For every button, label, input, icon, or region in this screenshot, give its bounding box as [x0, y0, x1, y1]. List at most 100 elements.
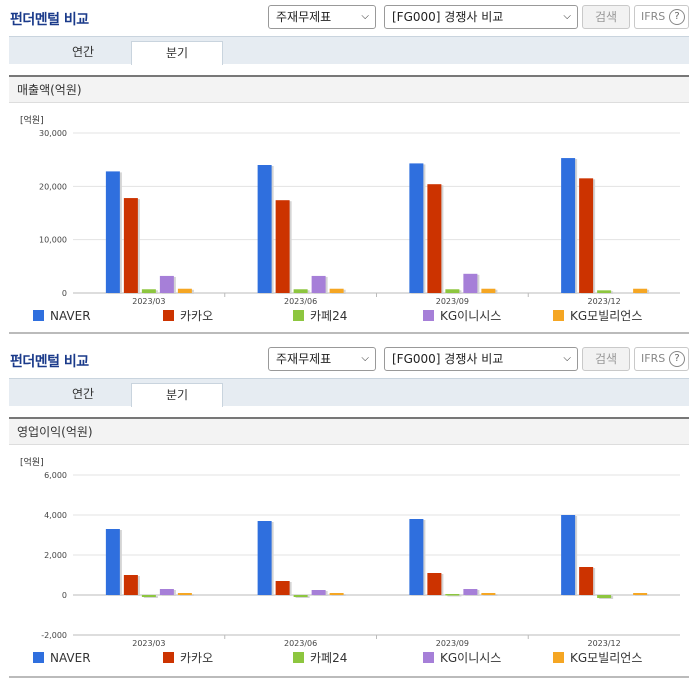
- bar-series-2-2023-03: [141, 289, 156, 293]
- search-button[interactable]: 검색: [582, 5, 630, 29]
- bar-series-1-2023-12: [579, 178, 594, 293]
- unit-label: [억원]: [20, 456, 44, 468]
- legend-swatch: [163, 652, 174, 663]
- bar-series-2-2023-03: [141, 595, 156, 597]
- legend-item[interactable]: KG모빌리언스: [553, 308, 642, 324]
- legend-label: KG이니시스: [440, 651, 502, 665]
- ifrs-help-button[interactable]: IFRS ?: [634, 5, 689, 29]
- bar-series-4-2023-12: [633, 288, 648, 293]
- ifrs-label: IFRS: [641, 352, 666, 365]
- legend-label: KG모빌리언스: [570, 651, 643, 665]
- period-tabs: 연간 분기: [9, 378, 689, 407]
- unit-label: [억원]: [20, 114, 44, 126]
- chevron-down-icon: ⌵: [563, 353, 571, 364]
- bar-series-1-2023-09: [427, 573, 442, 595]
- x-tick-label: 2023/09: [436, 297, 469, 305]
- legend-item[interactable]: NAVER: [33, 308, 91, 324]
- legend-swatch: [423, 652, 434, 663]
- tab-quarterly[interactable]: 분기: [131, 41, 223, 65]
- ifrs-label: IFRS: [641, 10, 666, 23]
- bar-series-2-2023-09: [445, 289, 460, 293]
- bar-series-2-2023-06: [293, 595, 308, 597]
- peer-select[interactable]: [FG000] 경쟁사 비교 ⌵: [384, 5, 578, 29]
- legend-item[interactable]: 카카오: [163, 308, 213, 324]
- section-divider: [9, 676, 689, 678]
- chevron-down-icon: ⌵: [361, 11, 369, 22]
- peer-select-value: [FG000] 경쟁사 비교: [392, 352, 504, 366]
- legend-label: 카페24: [310, 651, 348, 665]
- tab-quarterly[interactable]: 분기: [131, 383, 223, 407]
- legend-item[interactable]: KG모빌리언스: [553, 650, 642, 666]
- bar-series-1-2023-06: [275, 581, 290, 595]
- legend-swatch: [33, 652, 44, 663]
- bar-series-3-2023-09: [463, 589, 478, 595]
- legend-label: 카카오: [180, 651, 214, 665]
- legend-item[interactable]: KG이니시스: [423, 650, 501, 666]
- bar-series-0-2023-06: [257, 521, 272, 595]
- legend-item[interactable]: 카페24: [293, 650, 347, 666]
- section-header: 펀더멘털 비교 주재무제표 ⌵ [FG000] 경쟁사 비교 ⌵ 검색 IFRS…: [0, 0, 696, 34]
- x-tick-label: 2023/12: [588, 639, 621, 647]
- bar-series-1-2023-12: [579, 567, 594, 595]
- bar-series-2-2023-12: [597, 290, 612, 293]
- legend-item[interactable]: NAVER: [33, 650, 91, 666]
- fundamental-section-operating-income: 펀더멘털 비교 주재무제표 ⌵ [FG000] 경쟁사 비교 ⌵ 검색 IFRS…: [0, 342, 696, 684]
- bar-series-4-2023-09: [481, 593, 496, 595]
- tab-annual[interactable]: 연간: [71, 387, 95, 401]
- legend-item[interactable]: 카페24: [293, 308, 347, 324]
- legend-item[interactable]: 카카오: [163, 650, 213, 666]
- bar-series-3-2023-03: [159, 589, 174, 595]
- statement-select[interactable]: 주재무제표 ⌵: [268, 5, 376, 29]
- section-header: 펀더멘털 비교 주재무제표 ⌵ [FG000] 경쟁사 비교 ⌵ 검색 IFRS…: [0, 342, 696, 376]
- y-tick-label: 0: [62, 591, 67, 600]
- bar-series-2-2023-06: [293, 289, 308, 293]
- y-tick-label: 4,000: [44, 511, 67, 520]
- peer-select-value: [FG000] 경쟁사 비교: [392, 10, 504, 24]
- bar-series-3-2023-06: [311, 275, 326, 293]
- legend-label: 카카오: [180, 309, 214, 323]
- statement-select-value: 주재무제표: [276, 10, 332, 24]
- legend-item[interactable]: KG이니시스: [423, 308, 501, 324]
- chart-legend: NAVER 카카오 카페24 KG이니시스 KG모빌리언스: [0, 650, 696, 668]
- x-tick-label: 2023/03: [132, 297, 165, 305]
- legend-label: KG이니시스: [440, 309, 502, 323]
- legend-swatch: [293, 310, 304, 321]
- y-tick-label: -2,000: [41, 631, 67, 640]
- chart-legend: NAVER 카카오 카페24 KG이니시스 KG모빌리언스: [0, 308, 696, 326]
- x-tick-label: 2023/06: [284, 297, 317, 305]
- section-title: 펀더멘털 비교: [10, 12, 89, 28]
- y-tick-label: 20,000: [39, 182, 67, 191]
- ifrs-help-button[interactable]: IFRS ?: [634, 347, 689, 371]
- help-icon: ?: [669, 351, 685, 367]
- bar-series-1-2023-03: [123, 198, 138, 293]
- chevron-down-icon: ⌵: [563, 11, 571, 22]
- bar-series-0-2023-12: [561, 158, 576, 293]
- bar-series-4-2023-12: [633, 593, 648, 595]
- search-button[interactable]: 검색: [582, 347, 630, 371]
- y-tick-label: 2,000: [44, 551, 67, 560]
- bar-series-4-2023-09: [481, 288, 496, 293]
- y-tick-label: 30,000: [39, 129, 67, 138]
- x-tick-label: 2023/06: [284, 639, 317, 647]
- bar-series-4-2023-06: [329, 593, 344, 595]
- legend-label: 카페24: [310, 309, 348, 323]
- y-tick-label: 10,000: [39, 236, 67, 245]
- bar-series-1-2023-09: [427, 184, 442, 293]
- legend-label: NAVER: [50, 309, 91, 323]
- legend-swatch: [163, 310, 174, 321]
- legend-swatch: [423, 310, 434, 321]
- peer-select[interactable]: [FG000] 경쟁사 비교 ⌵: [384, 347, 578, 371]
- revenue-bar-chart: [억원] 0 10,000 20,000 30,000 2023/03 2023/06 202…: [20, 114, 680, 305]
- y-tick-label: 0: [62, 289, 67, 298]
- x-tick-label: 2023/03: [132, 639, 165, 647]
- bar-series-4-2023-03: [177, 593, 192, 595]
- bar-series-0-2023-06: [257, 165, 272, 293]
- metric-label: 영업이익(억원): [9, 417, 689, 445]
- period-tabs: 연간 분기: [9, 36, 689, 65]
- legend-label: KG모빌리언스: [570, 309, 643, 323]
- tab-annual[interactable]: 연간: [71, 45, 95, 59]
- bar-series-1-2023-03: [123, 575, 138, 595]
- statement-select[interactable]: 주재무제표 ⌵: [268, 347, 376, 371]
- bar-series-0-2023-03: [105, 529, 120, 595]
- bar-shadow: [447, 595, 462, 597]
